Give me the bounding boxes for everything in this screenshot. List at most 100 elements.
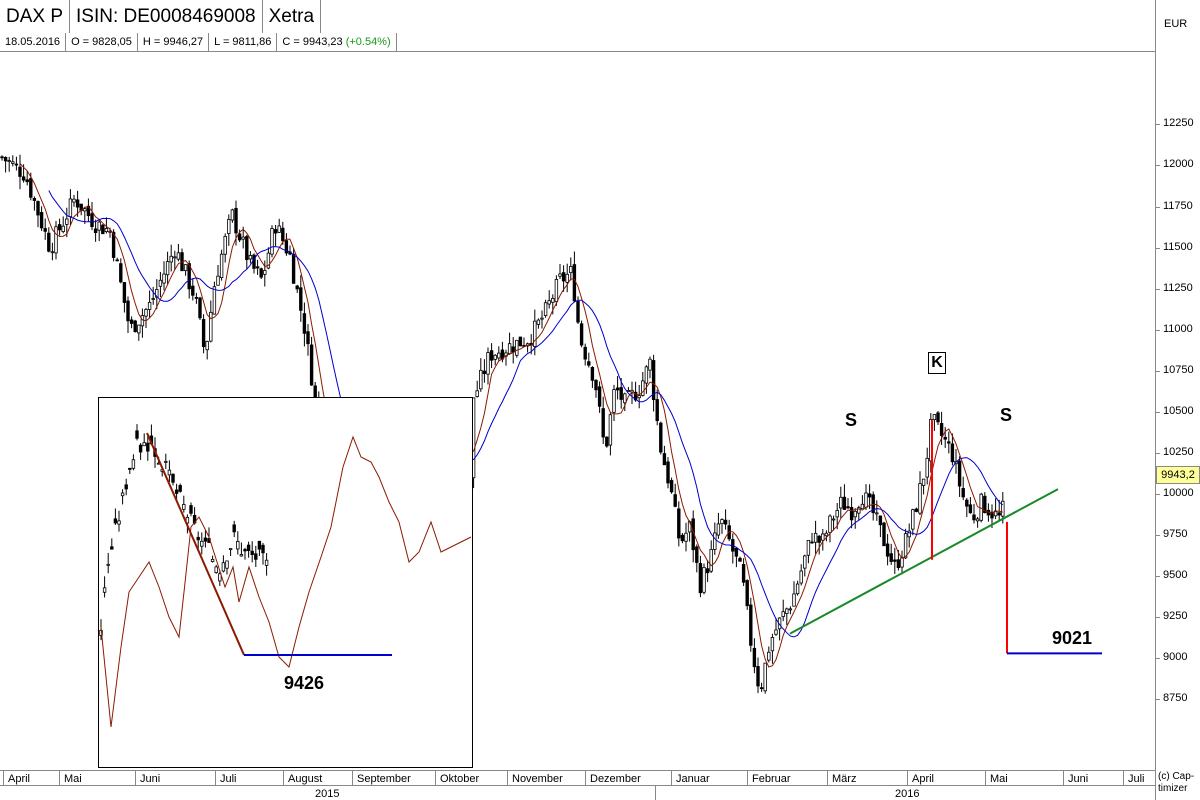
candle-body xyxy=(144,309,148,317)
candle-body xyxy=(781,611,785,617)
candle-body xyxy=(108,230,112,233)
candle-body xyxy=(587,361,591,366)
candle-body xyxy=(230,209,235,221)
y-tick-label: 10250 xyxy=(1163,445,1194,458)
candle-body xyxy=(119,263,123,283)
right-shoulder-label: S xyxy=(1000,405,1013,425)
candle-body xyxy=(968,504,973,514)
head-label: K xyxy=(928,352,946,374)
moving-average-slow xyxy=(48,190,1004,638)
candle-body xyxy=(947,441,951,444)
y-tick-label: 12000 xyxy=(1163,158,1194,171)
inset-candle-body xyxy=(232,524,236,533)
inset-candle-body xyxy=(113,518,118,524)
candle-body xyxy=(511,346,515,353)
inset-candle-body xyxy=(200,540,204,547)
inset-candle-body xyxy=(142,442,146,447)
x-month-label: August xyxy=(288,773,323,785)
candle-body xyxy=(723,519,728,525)
x-month-label: März xyxy=(832,773,857,785)
candle-body xyxy=(572,264,577,302)
candle-body xyxy=(903,533,908,559)
x-month-label: Oktober xyxy=(440,773,480,785)
candle-body xyxy=(889,553,893,562)
candle-body xyxy=(720,519,724,525)
x-month-sep xyxy=(435,771,436,785)
candle-body xyxy=(824,532,829,537)
candle-body xyxy=(43,228,47,232)
x-month-sep xyxy=(827,771,828,785)
candle-body xyxy=(536,319,541,325)
x-month-sep xyxy=(283,771,284,785)
candle-body xyxy=(979,493,983,521)
candle-body xyxy=(151,298,155,300)
y-tick-label: 11750 xyxy=(1163,199,1193,212)
candle-body xyxy=(479,369,483,390)
y-tick-mark xyxy=(1155,699,1160,701)
inset-candle-body xyxy=(178,485,182,492)
candle-body xyxy=(576,300,580,323)
candle-body xyxy=(612,389,616,413)
y-tick-label: 11500 xyxy=(1163,240,1193,253)
candle-body xyxy=(749,604,753,646)
candle-body xyxy=(518,336,523,347)
inset-candle-body xyxy=(167,469,172,476)
candle-body xyxy=(839,496,843,509)
candle-body xyxy=(565,273,569,283)
inset-candle-body xyxy=(110,546,114,550)
candle-body xyxy=(637,395,641,399)
inset-candle-body xyxy=(131,459,136,469)
inset-candle-body xyxy=(171,473,175,483)
candle-body xyxy=(655,399,659,422)
candle-body xyxy=(677,508,681,539)
candle-body xyxy=(475,390,479,397)
candle-body xyxy=(21,176,26,181)
candle-body xyxy=(11,161,15,164)
candle-body xyxy=(255,266,260,269)
copyright: (c) Cap- timizer xyxy=(1158,771,1200,795)
candle-body xyxy=(936,412,940,423)
candle-body xyxy=(774,629,778,635)
ohlc-high: H = 9946,27 xyxy=(138,33,210,51)
candle-body xyxy=(212,286,217,315)
candle-body xyxy=(853,510,857,518)
candle-body xyxy=(263,270,267,275)
inset-candle-body xyxy=(146,442,150,452)
candle-body xyxy=(950,443,955,463)
candle-body xyxy=(835,510,839,518)
candle-body xyxy=(198,297,202,319)
title-bar: DAX P ISIN: DE0008469008 Xetra xyxy=(0,0,1155,34)
ohlc-bar: 18.05.2016 O = 9828,05 H = 9946,27 L = 9… xyxy=(0,33,1155,52)
candle-body xyxy=(507,343,512,354)
x-axis-divider xyxy=(0,785,1155,786)
y-tick-mark xyxy=(1155,617,1160,619)
candle-body xyxy=(666,461,670,484)
candle-body xyxy=(673,494,677,507)
x-month-sep xyxy=(1123,771,1124,785)
candle-body xyxy=(50,251,55,254)
candle-body xyxy=(993,510,998,517)
candle-body xyxy=(885,543,890,557)
candle-body xyxy=(741,564,746,583)
candle-body xyxy=(921,478,926,486)
x-month-label: Dezember xyxy=(590,773,641,785)
candle-body xyxy=(623,393,627,404)
candle-body xyxy=(914,508,919,512)
candle-body xyxy=(302,313,307,334)
candle-body xyxy=(209,311,213,342)
candle-body xyxy=(248,255,253,260)
candle-body xyxy=(183,264,188,272)
inset-candle-body xyxy=(138,444,143,453)
main-target-label: 9021 xyxy=(1052,628,1093,648)
candle-body xyxy=(896,559,901,569)
candle-body xyxy=(756,666,760,687)
candle-body xyxy=(155,289,159,298)
left-shoulder-label: S xyxy=(845,410,858,430)
candle-body xyxy=(569,266,573,274)
inset-candle-body xyxy=(221,562,226,572)
moving-average-fast xyxy=(19,163,1003,668)
candle-body xyxy=(763,662,767,692)
candle-body xyxy=(237,233,242,241)
x-year-label: 2016 xyxy=(895,788,920,800)
candle-body xyxy=(7,160,11,162)
